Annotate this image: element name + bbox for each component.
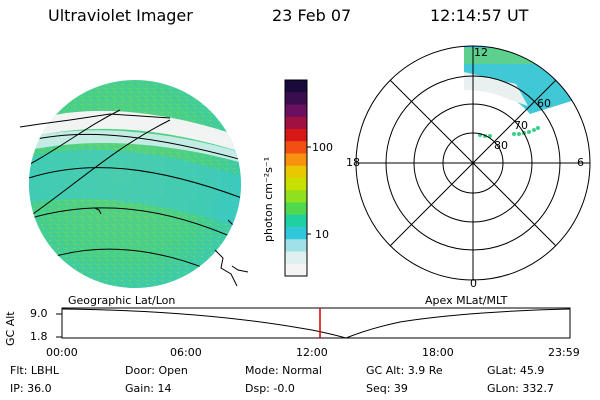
colorbar-tick-10: 10 — [315, 228, 329, 241]
image-time: 12:14:57 UT — [430, 6, 529, 25]
timeline-y-label: GC Alt — [4, 311, 17, 346]
polar-plot — [355, 45, 591, 281]
colorbar-segment — [285, 92, 307, 105]
info-glon: GLon: 332.7 — [487, 382, 554, 395]
info-door: Door: Open — [125, 364, 188, 377]
colorbar-segment — [285, 190, 307, 203]
info-mode: Mode: Normal — [245, 364, 322, 377]
info-dsp: Dsp: -0.0 — [245, 382, 295, 395]
mlat-label-80: 80 — [494, 139, 508, 152]
info-gc-alt: GC Alt: 3.9 Re — [366, 364, 443, 377]
colorbar-segment — [285, 263, 307, 277]
colorbar-segment — [285, 251, 307, 265]
x-tick-0600: 06:00 — [170, 346, 202, 359]
colorbar-segment — [285, 116, 307, 130]
mlt-label-12: 12 — [474, 46, 488, 59]
colorbar — [284, 79, 311, 277]
mlat-label-70: 70 — [514, 119, 528, 132]
colorbar-segment — [285, 129, 307, 142]
colorbar-segment — [285, 178, 307, 191]
colorbar-segment — [285, 202, 307, 216]
info-ip: IP: 36.0 — [10, 382, 52, 395]
image-date: 23 Feb 07 — [272, 6, 352, 25]
y-tick-9: 9.0 — [30, 307, 48, 320]
x-tick-1200: 12:00 — [296, 346, 328, 359]
info-glat: GLat: 45.9 — [487, 364, 545, 377]
apex-label: Apex MLat/MLT — [425, 294, 508, 307]
altitude-timeline — [56, 307, 571, 339]
info-seq: Seq: 39 — [366, 382, 408, 395]
colorbar-segment — [285, 227, 307, 240]
colorbar-segment — [285, 153, 307, 167]
y-tick-1-8: 1.8 — [30, 330, 48, 343]
colorbar-segment — [285, 239, 307, 252]
x-tick-1800: 18:00 — [422, 346, 454, 359]
colorbar-segment — [285, 80, 307, 93]
instrument-title: Ultraviolet Imager — [48, 6, 193, 25]
x-tick-2359: 23:59 — [548, 346, 580, 359]
colorbar-unit-label: photon cm⁻²s⁻¹ — [262, 156, 275, 242]
mlat-label-60: 60 — [537, 97, 551, 110]
colorbar-tick-100: 100 — [312, 141, 333, 154]
info-filter: Flt: LBHL — [10, 364, 59, 377]
mlt-label-0: 0 — [470, 277, 477, 290]
geographic-label: Geographic Lat/Lon — [68, 294, 176, 307]
info-gain: Gain: 14 — [125, 382, 172, 395]
geographic-image — [19, 80, 249, 288]
mlt-label-18: 18 — [346, 156, 360, 169]
colorbar-segment — [285, 214, 307, 228]
colorbar-segment — [285, 104, 307, 118]
x-tick-0000: 00:00 — [46, 346, 78, 359]
mlt-label-6: 6 — [577, 156, 584, 169]
colorbar-segment — [285, 165, 307, 179]
colorbar-segment — [285, 141, 307, 154]
